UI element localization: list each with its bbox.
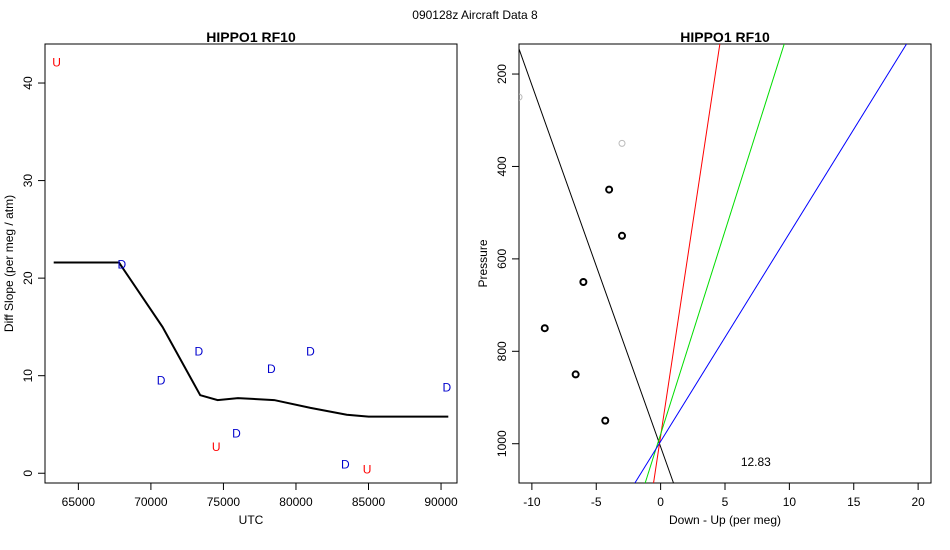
x-axis-label: Down - Up (per meg): [669, 513, 781, 527]
data-point: [601, 416, 610, 425]
fit-line: [634, 44, 907, 483]
x-tick-label: -10: [523, 495, 541, 509]
data-point: [540, 324, 549, 333]
data-point: [618, 139, 626, 147]
data-point: [519, 93, 523, 101]
y-axis-label: Pressure: [476, 239, 490, 287]
y-tick-label: 30: [21, 174, 35, 188]
fit-line: [653, 44, 721, 483]
x-axis: -10 -5 0 5 10 15 20: [523, 483, 925, 509]
up-marker: U: [212, 440, 221, 454]
data-point: [618, 231, 626, 240]
x-tick-label: -5: [591, 495, 602, 509]
down-marker: D: [341, 457, 350, 471]
down-marker: D: [306, 344, 315, 358]
up-marker: U: [52, 56, 61, 70]
down-marker: D: [267, 362, 276, 376]
data-point: [605, 185, 614, 194]
fit-line: [644, 44, 785, 483]
x-tick-label: 0: [657, 495, 664, 509]
y-tick-label: 10: [21, 369, 35, 383]
y-tick-label: 600: [495, 249, 509, 269]
x-tick-label: 75000: [207, 495, 241, 509]
y-axis: 0 10 20 30 40: [21, 76, 45, 477]
panel-title: HIPPO1 RF10: [206, 29, 296, 45]
down-marker: D: [157, 374, 166, 388]
y-tick-label: 40: [21, 76, 35, 90]
x-tick-label: 10: [783, 495, 797, 509]
y-tick-label: 0: [21, 470, 35, 477]
x-tick-label: 20: [911, 495, 925, 509]
x-tick-label: 85000: [352, 495, 386, 509]
x-tick-label: 90000: [424, 495, 458, 509]
plot-frame: [518, 43, 932, 484]
y-axis-label: Diff Slope (per meg / atm): [2, 195, 16, 332]
data-point: [571, 370, 580, 379]
plot-frame: [44, 43, 458, 484]
diff-slope-line: [53, 261, 449, 418]
y-tick-label: 1000: [495, 430, 509, 457]
panel-title: HIPPO1 RF10: [680, 29, 770, 45]
down-marker: D: [118, 258, 127, 272]
up-marker: U: [363, 462, 372, 476]
down-marker: D: [443, 380, 452, 394]
x-tick-label: 70000: [134, 495, 168, 509]
down-marker: D: [194, 344, 203, 358]
x-axis-label: UTC: [239, 513, 264, 527]
x-tick-label: 5: [722, 495, 729, 509]
y-tick-label: 20: [21, 271, 35, 285]
figure-suptitle: 090128z Aircraft Data 8: [412, 8, 538, 22]
data-point: [579, 277, 588, 286]
annotation-label: 12.83: [741, 455, 771, 469]
plot-area: [519, 44, 907, 483]
x-tick-label: 15: [847, 495, 861, 509]
x-axis: 65000 70000 75000 80000 85000 90000: [62, 483, 458, 509]
x-tick-label: 80000: [279, 495, 313, 509]
y-tick-label: 800: [495, 341, 509, 361]
y-tick-label: 400: [495, 156, 509, 176]
y-tick-label: 200: [495, 64, 509, 84]
panel-pressure-profile: HIPPO1 RF10 -10 -5 0 5 10 15 20 200 400 600 800 10…: [476, 29, 932, 527]
x-tick-label: 65000: [62, 495, 96, 509]
panel-diff-slope: HIPPO1 RF10 65000 70000 75000 80000 85000 900…: [2, 29, 458, 527]
down-marker: D: [232, 426, 241, 440]
y-axis: 200 400 600 800 1000: [495, 64, 519, 457]
fit-line: [519, 47, 674, 483]
